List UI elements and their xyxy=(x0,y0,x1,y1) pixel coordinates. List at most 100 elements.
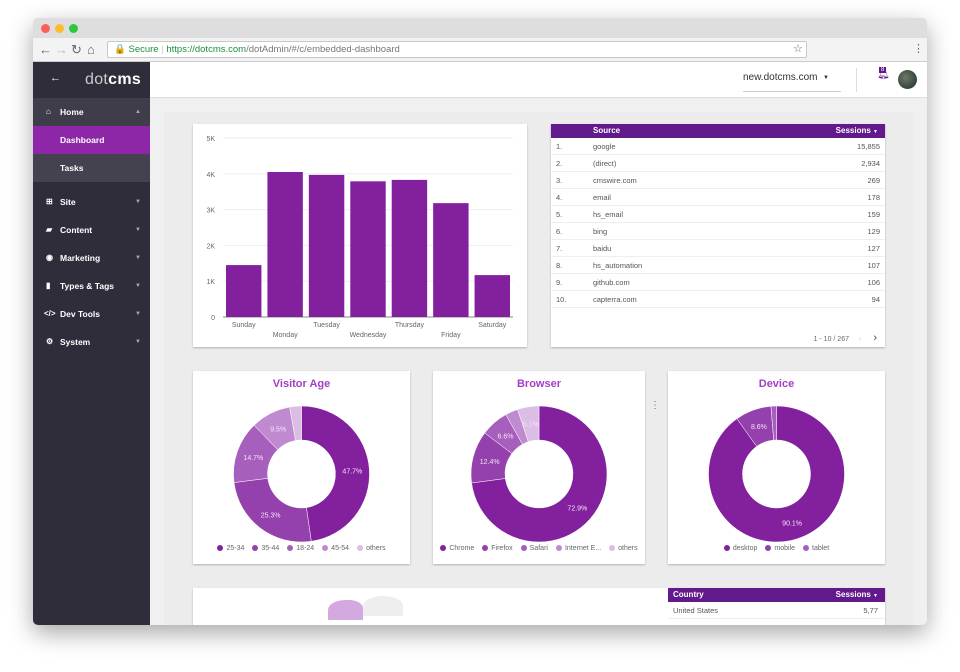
device-card: Device 90.1% 8.6% desktop mobile tablet xyxy=(668,371,885,564)
legend-label: Safari xyxy=(529,545,548,552)
legend-item[interactable]: tablet xyxy=(803,545,829,552)
chevron-up-icon: ▲ xyxy=(135,109,141,115)
next-page-icon[interactable]: › xyxy=(873,332,877,344)
chevron-down-icon: ▼ xyxy=(135,227,141,233)
collapse-sidebar-icon[interactable]: ← xyxy=(50,72,61,84)
legend-swatch xyxy=(555,545,562,551)
legend-label: 25-34 xyxy=(226,545,245,552)
map-region xyxy=(363,596,403,616)
legend-item[interactable]: others xyxy=(609,545,638,552)
column-country[interactable]: Country xyxy=(673,590,704,599)
legend-item[interactable]: Chrome xyxy=(440,545,474,552)
reload-icon[interactable]: ↻ xyxy=(71,42,82,57)
x-tick-label: Saturday xyxy=(478,322,507,329)
table-row[interactable]: 6. bing 129 xyxy=(551,223,885,240)
bar-wednesday[interactable] xyxy=(350,181,386,317)
x-tick-label: Friday xyxy=(441,332,461,339)
notifications-bell-icon[interactable]: 🔔︎ 8 xyxy=(877,67,890,80)
table-row[interactable]: 8. hs_automation 107 xyxy=(551,257,885,274)
legend-item[interactable]: 18-24 xyxy=(287,545,314,552)
bookmark-star-icon[interactable]: ☆ xyxy=(793,43,803,55)
country-map-card: Country Sessions ▼ United States 5,77 xyxy=(193,588,885,625)
sidebar-item-content[interactable]: ▰ Content ▼ xyxy=(33,216,150,244)
sources-table: Source Sessions ▼ 1. google 15,855 2. (direct… xyxy=(551,124,885,347)
legend-swatch xyxy=(803,545,810,551)
address-bar[interactable]: 🔒 Secure | https://dotcms.com/dotAdmin/#… xyxy=(107,41,807,58)
minimize-window-button[interactable] xyxy=(55,24,64,33)
more-options-icon[interactable]: ⋮ xyxy=(650,400,660,411)
slice-desktop[interactable] xyxy=(708,405,845,543)
sidebar-item-tasks[interactable]: Tasks xyxy=(33,154,150,182)
table-row: United States 5,77 xyxy=(668,602,885,619)
legend-label: 45-54 xyxy=(331,545,350,552)
table-row[interactable]: 9. github.com 106 xyxy=(551,274,885,291)
legend-item[interactable]: mobile xyxy=(765,545,795,552)
table-row[interactable]: 1. google 15,855 xyxy=(551,138,885,155)
column-sessions[interactable]: Sessions ▼ xyxy=(835,126,878,135)
browser-menu-icon[interactable]: ⋮ xyxy=(913,43,924,55)
slice-others[interactable] xyxy=(289,405,302,441)
sidebar-item-types-tags[interactable]: ▮ Types & Tags ▼ xyxy=(33,272,150,300)
table-row[interactable]: 3. cmswire.com 269 xyxy=(551,172,885,189)
table-row[interactable]: 2. (direct) 2,934 xyxy=(551,155,885,172)
sidebar-item-dashboard[interactable]: Dashboard xyxy=(33,126,150,154)
bar-monday[interactable] xyxy=(267,172,303,317)
site-selector[interactable]: new.dotcms.com ▼ xyxy=(743,72,841,92)
legend-item[interactable]: Firefox xyxy=(482,545,513,552)
legend-swatch xyxy=(482,545,489,551)
chart-title: Visitor Age xyxy=(272,378,331,390)
slice-chrome[interactable] xyxy=(471,405,608,543)
chevron-down-icon: ▼ xyxy=(135,199,141,205)
notification-count-badge: 8 xyxy=(879,67,887,73)
row-source: baidu xyxy=(593,244,612,253)
table-row[interactable]: 10. capterra.com 94 xyxy=(551,291,885,308)
legend-item[interactable]: 25-34 xyxy=(217,545,244,552)
legend-item[interactable]: Safari xyxy=(520,545,548,552)
column-sessions[interactable]: Sessions ▼ xyxy=(835,590,878,599)
legend-item[interactable]: desktop xyxy=(723,545,757,552)
column-source[interactable]: Source xyxy=(593,126,621,135)
slice-35-44[interactable] xyxy=(233,477,312,543)
row-number: 9. xyxy=(556,278,563,287)
sidebar-item-home[interactable]: ⌂ Home ▲ xyxy=(33,98,150,126)
bar-saturday[interactable] xyxy=(474,275,510,317)
slice-25-34[interactable] xyxy=(301,405,370,542)
bar-thursday[interactable] xyxy=(391,179,428,317)
back-icon[interactable]: ← xyxy=(39,42,52,57)
legend-item[interactable]: 45-54 xyxy=(322,545,349,552)
bar-friday[interactable] xyxy=(433,203,469,317)
bar-tuesday[interactable] xyxy=(308,174,345,317)
sidebar-item-system[interactable]: ⚙ System ▼ xyxy=(33,328,150,356)
user-avatar[interactable] xyxy=(898,70,917,89)
table-row[interactable]: 7. baidu 127 xyxy=(551,240,885,257)
secure-label: Secure xyxy=(128,44,159,55)
legend-swatch xyxy=(252,545,259,551)
y-tick-label: 2K xyxy=(206,243,215,250)
data-label: 5.1% xyxy=(523,422,539,429)
row-number: 6. xyxy=(556,227,563,236)
slice-tablet[interactable] xyxy=(770,405,777,441)
row-sessions: 15,855 xyxy=(857,142,880,151)
legend-label: Firefox xyxy=(491,545,513,552)
sort-desc-icon: ▼ xyxy=(873,129,878,135)
forward-icon[interactable]: → xyxy=(55,42,68,57)
table-row[interactable]: 5. hs_email 159 xyxy=(551,206,885,223)
legend-item[interactable]: others xyxy=(357,545,386,552)
sidebar-item-label: System xyxy=(60,337,91,347)
code-icon: </> xyxy=(44,309,56,318)
sidebar-item-dev-tools[interactable]: </> Dev Tools ▼ xyxy=(33,300,150,328)
sidebar-item-marketing[interactable]: ◉ Marketing ▼ xyxy=(33,244,150,272)
bar-sunday[interactable] xyxy=(226,265,262,317)
home-icon[interactable]: ⌂ xyxy=(87,42,95,57)
maximize-window-button[interactable] xyxy=(69,24,78,33)
prev-page-icon[interactable]: ‹ xyxy=(858,336,862,343)
close-window-button[interactable] xyxy=(41,24,50,33)
slice-others[interactable] xyxy=(517,405,540,443)
table-row[interactable]: 4. email 178 xyxy=(551,189,885,206)
row-sessions: 127 xyxy=(867,244,880,253)
sidebar-item-site[interactable]: ⊞ Site ▼ xyxy=(33,188,150,216)
pagination: 1 - 10 / 267 ‹ › xyxy=(814,332,877,344)
legend-item[interactable]: Internet E... xyxy=(555,545,601,552)
legend-item[interactable]: 35-44 xyxy=(252,545,279,552)
x-tick-label: Tuesday xyxy=(313,322,340,329)
